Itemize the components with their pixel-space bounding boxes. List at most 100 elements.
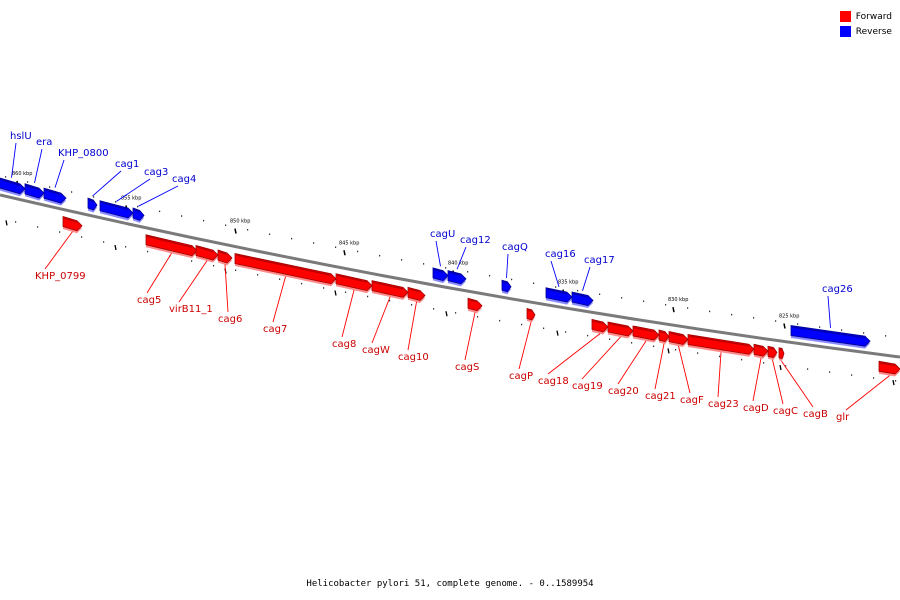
gene-arrow: [767, 345, 778, 358]
minor-tick: [731, 313, 733, 316]
minor-tick: [367, 295, 369, 298]
minor-tick: [235, 269, 237, 271]
minor-tick: [533, 282, 535, 285]
gene-leader-line: [506, 253, 509, 279]
gene-cag23: cag23: [687, 334, 755, 410]
gene-label: cagQ: [502, 242, 528, 253]
tick-label: 855 kbp: [121, 195, 141, 201]
gene-arrow: [658, 329, 670, 343]
gene-leader-line: [54, 159, 65, 188]
minor-tick: [357, 250, 359, 253]
gene-arrow: [501, 279, 512, 293]
minor-tick: [445, 267, 447, 269]
gene-arrow: [132, 207, 145, 221]
gene-label: cag6: [218, 314, 242, 325]
gene-edge: [336, 274, 368, 283]
major-tick-lower: [667, 348, 670, 354]
minor-tick: [577, 289, 579, 292]
minor-tick: [27, 181, 29, 183]
gene-leader-line: [34, 148, 43, 184]
legend: Forward Reverse: [839, 9, 892, 39]
gene-arrow: [687, 334, 755, 355]
gene-leader-line: [582, 266, 591, 291]
gene-label: cag19: [572, 381, 603, 392]
gene-arrow: [591, 318, 609, 333]
gene-arrow: [447, 270, 467, 285]
minor-tick: [621, 297, 623, 299]
minor-tick: [71, 191, 73, 193]
minor-tick: [279, 278, 281, 280]
gene-cagQ: cagQ: [501, 242, 528, 295]
gene-edge: [468, 299, 478, 303]
gene-leader-line: [11, 142, 17, 178]
gene-era: era: [24, 137, 52, 201]
gene-leader-line: [178, 260, 208, 303]
minor-tick: [345, 291, 347, 294]
gene-arrow: [217, 249, 233, 264]
gene-label: cag26: [822, 284, 853, 295]
minor-tick: [665, 303, 667, 306]
minor-tick: [467, 271, 469, 273]
minor-tick: [335, 246, 337, 249]
gene-leader-line: [654, 343, 665, 390]
major-tick: [783, 323, 786, 329]
minor-tick: [477, 316, 479, 318]
gene-arrow: [371, 280, 409, 298]
gene-arrow: [24, 183, 45, 199]
gene-label: cag17: [584, 255, 615, 266]
minor-tick: [851, 374, 853, 376]
minor-tick: [863, 332, 865, 334]
minor-tick: [785, 365, 787, 367]
gene-leader-line: [92, 170, 122, 197]
gene-cagC: cagC: [767, 345, 798, 417]
gene-arrow: [467, 297, 483, 312]
minor-tick: [687, 307, 689, 309]
minor-tick: [147, 250, 149, 253]
gene-cag20: cag20: [608, 325, 660, 397]
gene-arrow: [632, 325, 660, 341]
gene-edge: [448, 271, 462, 277]
gene-arrow: [526, 307, 536, 321]
gene-label: cag23: [708, 399, 739, 410]
gene-arrow: [571, 291, 594, 306]
gene-label: cag4: [172, 174, 196, 185]
gene-cag6: cag6: [217, 249, 242, 325]
minor-tick: [15, 221, 17, 223]
gene-edge: [546, 288, 568, 295]
legend-forward-label: Forward: [855, 11, 892, 22]
minor-tick: [313, 242, 315, 244]
minor-tick: [181, 215, 183, 217]
gene-cagS: cagS: [455, 297, 483, 373]
gene-cag5: cag5: [137, 234, 198, 306]
gene-leader-line: [827, 295, 831, 328]
gene-label: cag20: [608, 386, 639, 397]
gene-cag16: cag16: [545, 249, 576, 305]
tick-label: 830 kbp: [668, 297, 688, 303]
minor-tick: [807, 368, 809, 370]
gene-leader-line: [341, 290, 355, 338]
gene-leader-line: [717, 352, 722, 398]
gene-edge: [235, 254, 332, 276]
gene-edge: [633, 326, 655, 333]
gene-edge: [754, 345, 764, 349]
gene-edge: [44, 188, 62, 196]
minor-tick: [225, 224, 227, 226]
gene-arrow: [878, 360, 900, 375]
gene-cagW: cagW: [362, 280, 409, 356]
minor-tick: [433, 308, 435, 310]
gene-label: cag12: [460, 235, 491, 246]
minor-tick: [631, 342, 633, 344]
gene-leader-line: [224, 264, 229, 313]
gene-label: cagC: [773, 406, 798, 417]
gene-edge: [688, 335, 750, 347]
minor-tick: [213, 264, 215, 267]
minor-tick: [895, 380, 897, 382]
minor-tick: [159, 210, 161, 213]
gene-edge: [608, 322, 629, 329]
minor-tick: [873, 377, 875, 379]
gene-cag19: cag19: [572, 321, 634, 392]
minor-tick: [5, 176, 7, 178]
gene-edge: [659, 330, 666, 334]
gene-edge: [63, 217, 78, 223]
gene-edge: [779, 348, 783, 351]
